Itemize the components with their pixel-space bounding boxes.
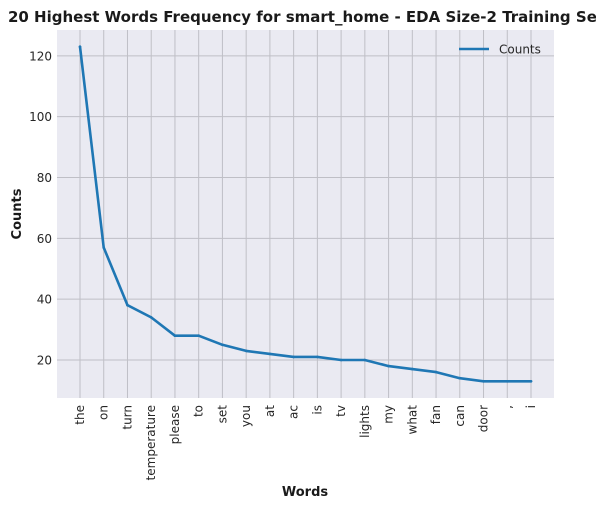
legend: Counts bbox=[459, 43, 541, 57]
y-axis-label: Counts bbox=[10, 188, 25, 239]
x-tick-label: is bbox=[310, 405, 324, 415]
x-tick-label: , bbox=[500, 405, 514, 409]
y-tick-label: 120 bbox=[29, 49, 52, 63]
y-tick-label: 40 bbox=[37, 293, 52, 307]
legend-label: Counts bbox=[499, 43, 541, 57]
data-point bbox=[316, 355, 319, 359]
y-tick-label: 100 bbox=[29, 110, 52, 124]
data-point bbox=[126, 303, 129, 307]
x-tick-label: can bbox=[453, 405, 467, 427]
x-tick-label: my bbox=[382, 405, 396, 424]
chart-title: 20 Highest Words Frequency for smart_hom… bbox=[8, 8, 596, 26]
data-point bbox=[173, 334, 177, 338]
series-line-counts bbox=[78, 45, 533, 383]
data-point bbox=[434, 370, 438, 374]
x-tick-label: fan bbox=[429, 405, 443, 424]
data-point bbox=[197, 334, 200, 338]
x-tick-label: i bbox=[524, 405, 538, 408]
data-point bbox=[529, 380, 533, 383]
data-point bbox=[221, 343, 224, 347]
data-point bbox=[482, 380, 485, 383]
y-tick-label: 60 bbox=[37, 232, 52, 246]
data-point bbox=[458, 376, 462, 380]
x-tick-label: the bbox=[73, 405, 87, 425]
data-point bbox=[339, 358, 343, 362]
x-tick-label: on bbox=[97, 405, 111, 420]
plot-area bbox=[57, 30, 554, 398]
y-tick-label: 20 bbox=[37, 353, 52, 367]
y-tick-label: 80 bbox=[37, 171, 52, 185]
x-tick-label: ac bbox=[287, 405, 301, 419]
data-point bbox=[411, 367, 414, 371]
x-tick-label: you bbox=[239, 405, 253, 427]
x-tick-label: tv bbox=[334, 405, 348, 417]
x-axis-label: Words bbox=[282, 485, 329, 500]
series-layer bbox=[78, 45, 533, 383]
data-point bbox=[292, 355, 295, 359]
data-point bbox=[506, 380, 509, 383]
grid-lines bbox=[57, 30, 554, 398]
x-tick-label: lights bbox=[358, 405, 372, 438]
data-point bbox=[363, 358, 367, 362]
data-point bbox=[78, 45, 82, 48]
x-axis-ticks: the on turn temperature please to set you at ac is… bbox=[73, 405, 538, 481]
x-tick-label: to bbox=[192, 405, 206, 417]
y-axis-ticks: 20 40 60 80 100 120 bbox=[29, 49, 52, 367]
x-tick-label: set bbox=[215, 405, 229, 424]
data-point bbox=[102, 246, 105, 249]
x-tick-label: turn bbox=[120, 405, 134, 430]
x-tick-label: temperature bbox=[144, 405, 158, 480]
x-tick-label: what bbox=[405, 405, 419, 435]
data-point bbox=[268, 352, 272, 356]
data-point bbox=[149, 316, 153, 319]
data-point bbox=[244, 349, 248, 353]
x-tick-label: at bbox=[263, 405, 277, 417]
x-tick-label: please bbox=[168, 405, 182, 444]
data-point bbox=[387, 364, 390, 368]
x-tick-label: door bbox=[477, 405, 491, 432]
